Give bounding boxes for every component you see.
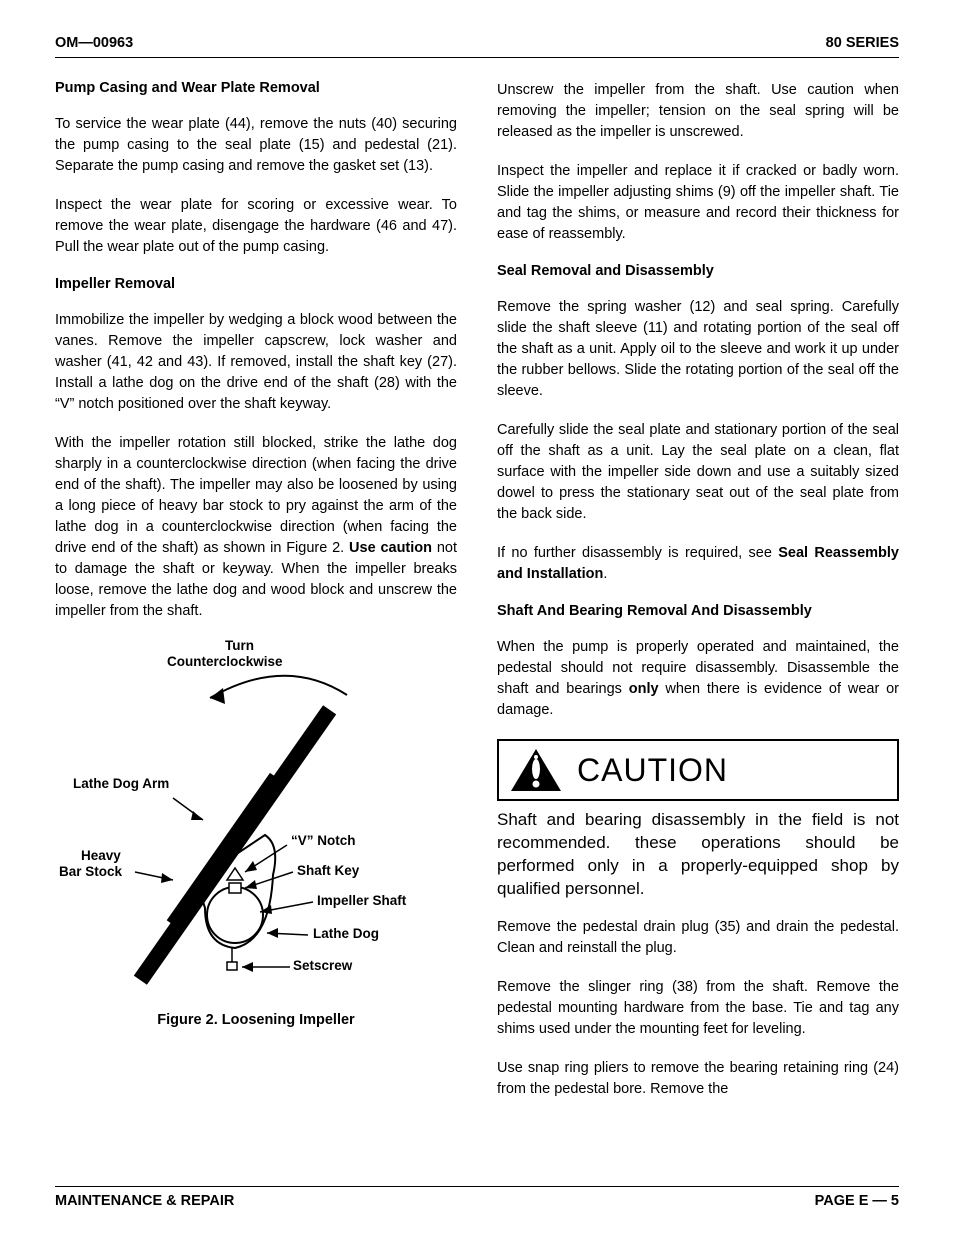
heading-shaft-bearing: Shaft And Bearing Removal And Disassembl…	[497, 603, 899, 619]
caution-box: CAUTION	[497, 739, 899, 801]
caution-label: CAUTION	[577, 752, 728, 789]
fig-label-setscrew: Setscrew	[293, 958, 352, 973]
content-columns: Pump Casing and Wear Plate Removal To se…	[55, 80, 899, 1100]
text: With the impeller rotation still blocked…	[55, 435, 457, 556]
right-column: Unscrew the impeller from the shaft. Use…	[497, 80, 899, 1100]
header-right: 80 SERIES	[826, 35, 899, 51]
para: When the pump is properly operated and m…	[497, 637, 899, 721]
para: Use snap ring pliers to remove the beari…	[497, 1058, 899, 1100]
text: .	[603, 566, 607, 582]
page-footer: MAINTENANCE & REPAIR PAGE E — 5	[55, 1186, 899, 1209]
fig-label-shaft-key: Shaft Key	[297, 863, 359, 878]
para: Carefully slide the seal plate and stati…	[497, 420, 899, 525]
footer-left: MAINTENANCE & REPAIR	[55, 1193, 234, 1209]
para: Remove the pedestal drain plug (35) and …	[497, 917, 899, 959]
para: With the impeller rotation still blocked…	[55, 433, 457, 622]
fig-label-heavy1: Heavy	[81, 848, 121, 863]
fig-label-lathe-dog: Lathe Dog	[313, 926, 379, 941]
page-header: OM—00963 80 SERIES	[55, 35, 899, 58]
fig-label-ccw: Counterclockwise	[167, 654, 283, 669]
fig-label-heavy2: Bar Stock	[59, 864, 122, 879]
bold-text: Use caution	[349, 540, 432, 556]
para: Remove the slinger ring (38) from the sh…	[497, 977, 899, 1040]
fig-label-turn: Turn	[225, 638, 254, 653]
figure-caption: Figure 2. Loosening Impeller	[55, 1012, 457, 1028]
heading-impeller-removal: Impeller Removal	[55, 276, 457, 292]
heading-seal-removal: Seal Removal and Disassembly	[497, 263, 899, 279]
para: Unscrew the impeller from the shaft. Use…	[497, 80, 899, 143]
para: If no further disassembly is required, s…	[497, 543, 899, 585]
fig-label-vnotch: “V” Notch	[291, 833, 356, 848]
heading-pump-casing: Pump Casing and Wear Plate Removal	[55, 80, 457, 96]
para: Inspect the impeller and replace it if c…	[497, 161, 899, 245]
para: Remove the spring washer (12) and seal s…	[497, 297, 899, 402]
para: To service the wear plate (44), remove t…	[55, 114, 457, 177]
header-left: OM—00963	[55, 35, 133, 51]
figure-2: Turn Counterclockwise Lathe Dog Arm Heav…	[55, 640, 457, 1010]
figure-svg	[55, 640, 455, 995]
caution-triangle-icon	[509, 747, 563, 793]
fig-label-lathe-arm: Lathe Dog Arm	[73, 776, 169, 791]
fig-label-impeller-shaft: Impeller Shaft	[317, 893, 406, 908]
text: If no further disassembly is required, s…	[497, 545, 778, 561]
left-column: Pump Casing and Wear Plate Removal To se…	[55, 80, 457, 1100]
caution-paragraph: Shaft and bearing disassembly in the fie…	[497, 809, 899, 901]
bold-text: only	[629, 681, 659, 697]
para: Immobilize the impeller by wedging a blo…	[55, 310, 457, 415]
para: Inspect the wear plate for scoring or ex…	[55, 195, 457, 258]
footer-right: PAGE E — 5	[815, 1193, 899, 1209]
